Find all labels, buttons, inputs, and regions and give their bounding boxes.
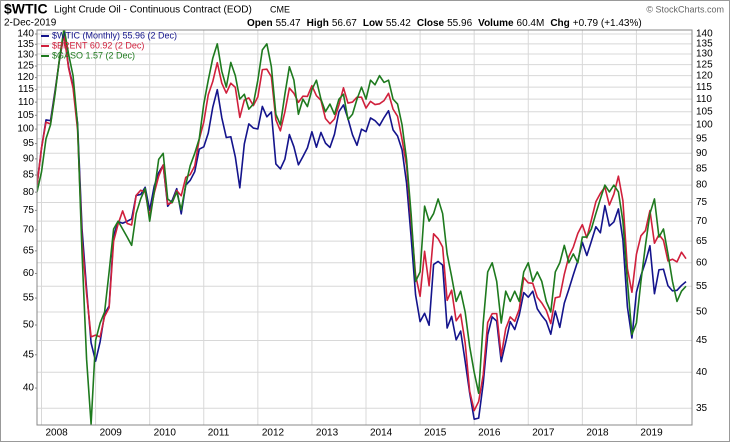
quote-value: +0.79 (+1.43%) xyxy=(573,18,642,29)
chart-title: $WTIC xyxy=(4,1,48,17)
quote-label: Low xyxy=(363,18,383,29)
y2-tick-label: 60 xyxy=(696,257,708,268)
y-tick-label: 105 xyxy=(17,110,34,121)
x-tick-label: 2009 xyxy=(100,428,123,439)
x-tick-label: 2014 xyxy=(370,428,393,439)
x-tick-label: 2017 xyxy=(532,428,555,439)
y-tick-label: 115 xyxy=(18,84,34,95)
y-tick-label: 110 xyxy=(18,97,34,108)
y2-tick-label: 50 xyxy=(696,307,708,318)
x-tick-label: 2016 xyxy=(478,428,501,439)
quote-value: 55.47 xyxy=(276,18,301,29)
x-tick-label: 2018 xyxy=(586,428,609,439)
quote-value: 55.96 xyxy=(447,18,472,29)
y-tick-label: 55 xyxy=(23,293,35,304)
y-tick-label: 90 xyxy=(23,154,35,165)
y-tick-label: 130 xyxy=(17,50,34,61)
y-tick-label: 85 xyxy=(23,170,35,181)
y2-tick-label: 115 xyxy=(696,82,712,93)
quote: Open 55.47 High 56.67 Low 55.42 Close 55.96 Volu… xyxy=(247,18,642,29)
x-tick-label: 2019 xyxy=(640,428,663,439)
y-tick-label: 60 xyxy=(23,268,35,279)
legend-label: $GASO 1.57 (2 Dec) xyxy=(52,50,135,60)
subtitle: Light Crude Oil - Continuous Contract (E… xyxy=(54,5,252,16)
y-tick-label: 70 xyxy=(23,225,35,236)
y2-tick-label: 75 xyxy=(696,197,708,208)
y-tick-label: 95 xyxy=(23,138,35,149)
quote-label: Open xyxy=(247,18,273,29)
y2-tick-label: 95 xyxy=(696,133,708,144)
series-line xyxy=(37,30,687,425)
y2-tick-label: 125 xyxy=(696,59,713,70)
y-tick-label: 80 xyxy=(23,187,35,198)
y2-tick-label: 140 xyxy=(696,29,713,40)
y-tick-label: 120 xyxy=(17,72,34,83)
quote-label: Volume xyxy=(478,18,514,29)
y-tick-label: 50 xyxy=(23,320,35,331)
quote-value: 60.4M xyxy=(517,18,545,29)
y2-tick-label: 90 xyxy=(696,148,708,159)
y-tick-label: 45 xyxy=(23,349,35,360)
plot-border xyxy=(36,29,693,426)
y2-tick-label: 40 xyxy=(696,367,708,378)
y2-tick-label: 130 xyxy=(696,49,713,60)
y2-tick-label: 100 xyxy=(696,120,713,131)
y2-tick-label: 45 xyxy=(696,335,708,346)
y-tick-label: 40 xyxy=(23,383,35,394)
quote-value: 56.67 xyxy=(332,18,357,29)
y2-tick-label: 80 xyxy=(696,180,708,191)
y2-tick-label: 70 xyxy=(696,216,708,227)
y2-tick-label: 110 xyxy=(696,94,712,105)
y-tick-label: 100 xyxy=(17,124,34,135)
watermark: © StockCharts.com xyxy=(646,4,724,14)
date: 2-Dec-2019 xyxy=(4,18,57,29)
y-tick-label: 140 xyxy=(17,29,34,40)
y2-tick-label: 65 xyxy=(696,236,708,247)
y2-tick-label: 35 xyxy=(696,403,708,414)
y2-tick-label: 120 xyxy=(696,70,713,81)
quote-label: High xyxy=(307,18,329,29)
y-tick-label: 65 xyxy=(23,245,35,256)
y2-tick-label: 85 xyxy=(696,163,708,174)
quote-label: Close xyxy=(417,18,445,29)
quote-value: 55.42 xyxy=(386,18,411,29)
y-tick-label: 135 xyxy=(17,39,34,50)
y2-tick-label: 135 xyxy=(696,38,713,49)
y-tick-label: 125 xyxy=(17,61,34,72)
legend-label: $WTIC (Monthly) 55.96 (2 Dec) xyxy=(52,30,177,40)
legend-label: $BRENT 60.92 (2 Dec) xyxy=(52,40,144,50)
x-tick-label: 2010 xyxy=(154,428,177,439)
x-tick-label: 2008 xyxy=(46,428,69,439)
y-tick-label: 75 xyxy=(23,205,35,216)
quote-label: Chg xyxy=(550,18,569,29)
x-tick-label: 2013 xyxy=(316,428,339,439)
x-tick-label: 2015 xyxy=(424,428,447,439)
x-tick-label: 2012 xyxy=(262,428,285,439)
y2-tick-label: 55 xyxy=(696,281,708,292)
y2-tick-label: 105 xyxy=(696,106,713,117)
exchange: CME xyxy=(270,4,290,14)
x-tick-label: 2011 xyxy=(208,428,230,439)
